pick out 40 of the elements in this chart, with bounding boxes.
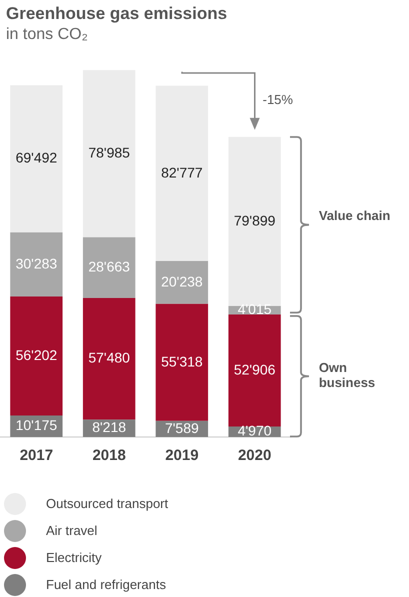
bar <box>228 136 281 306</box>
bar <box>10 296 63 416</box>
data-label: 20'238 <box>161 273 203 290</box>
chart-subtitle: in tons CO₂ <box>6 26 88 44</box>
bar <box>82 70 136 238</box>
data-label: 10'175 <box>16 417 58 434</box>
text: Own business <box>318 360 376 390</box>
data-label: 55'318 <box>161 353 203 370</box>
x-tick-label: 2018 <box>92 447 126 464</box>
legend-label: Electricity <box>46 550 102 565</box>
bar <box>228 314 281 426</box>
data-label: 4'015 <box>238 301 272 318</box>
text: Value chain <box>318 208 392 223</box>
bar <box>156 304 208 421</box>
data-label: 52'906 <box>234 361 276 378</box>
data-label: 56'202 <box>16 346 58 363</box>
bar <box>82 237 136 298</box>
legend-label: Fuel and refrigerants <box>46 577 166 592</box>
annotation: -15% <box>262 92 293 107</box>
legend-label: Outsourced transport <box>46 496 168 511</box>
x-tick-label: 2020 <box>238 447 272 464</box>
legend-label: Air travel <box>46 523 98 538</box>
bar <box>10 232 63 296</box>
data-label: 8'218 <box>92 419 126 436</box>
x-tick-label: 2019 <box>165 447 199 464</box>
bar <box>10 85 63 232</box>
bar <box>82 298 136 420</box>
x-tick-label: 2017 <box>20 447 54 464</box>
data-label: 78'985 <box>88 144 130 161</box>
chart-title: Greenhouse gas emissions <box>6 4 228 24</box>
bar <box>156 261 208 304</box>
data-label: 30'283 <box>16 255 58 272</box>
data-label: 28'663 <box>88 258 130 274</box>
data-label: 7'589 <box>164 420 199 436</box>
data-label: 69'492 <box>16 150 58 166</box>
data-label: 82'777 <box>161 164 203 180</box>
data-label: 57'480 <box>88 350 130 366</box>
bar <box>156 86 208 262</box>
data-label: 79'899 <box>234 212 276 228</box>
data-label: 4'970 <box>238 422 272 439</box>
